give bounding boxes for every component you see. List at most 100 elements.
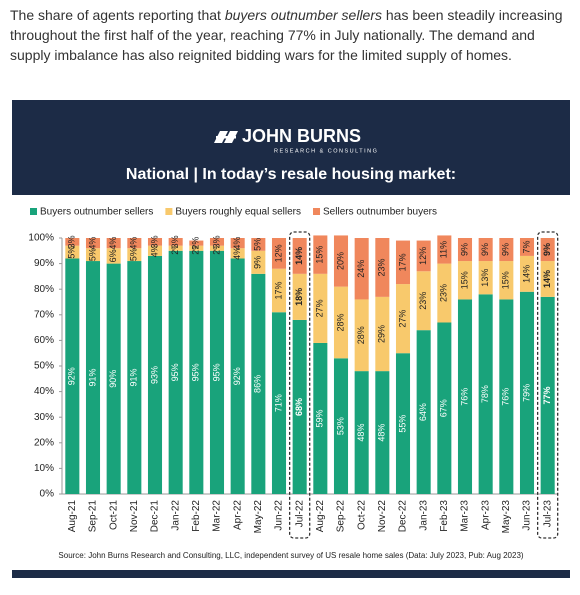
value-label: 71% (273, 394, 283, 412)
x-tick-label: Mar-23 (460, 500, 471, 532)
bar-segment (189, 250, 204, 494)
bar-segment (333, 286, 349, 359)
y-tick-label: 60% (34, 335, 54, 346)
intro-emphasis: buyers outnumber sellers (224, 7, 382, 23)
bar-segment (354, 238, 369, 300)
value-label: 2% (211, 242, 221, 255)
bar-segment (375, 371, 390, 494)
value-label: 12% (273, 244, 283, 262)
bar-segment (85, 261, 101, 494)
legend-swatch (30, 208, 37, 215)
legend-label: Sellers outnumber buyers (323, 207, 437, 218)
bar-segment (271, 312, 287, 494)
bar-segment (209, 250, 225, 494)
bar-segment (313, 342, 328, 494)
bar-segment (147, 255, 163, 494)
bar-segment (395, 353, 411, 494)
y-tick-label: 80% (34, 284, 54, 295)
x-tick-label: Sep-21 (88, 500, 99, 533)
x-tick-label: May-23 (501, 500, 512, 534)
value-label: 95% (191, 363, 201, 381)
bar-segment (416, 271, 431, 331)
value-label: 23% (377, 258, 387, 276)
x-tick-label: Feb-23 (439, 500, 450, 532)
x-tick-label: Mar-22 (212, 500, 223, 532)
value-label: 5% (87, 248, 97, 261)
value-label: 2% (191, 242, 201, 255)
bar-segment (168, 238, 183, 246)
logo-icon (214, 131, 238, 143)
value-label: 15% (459, 271, 469, 289)
bar-segment (478, 261, 493, 295)
value-label: 27% (315, 299, 325, 317)
value-label: 92% (67, 367, 77, 385)
value-label: 64% (418, 403, 428, 421)
y-tick-label: 30% (34, 412, 54, 423)
y-tick-label: 50% (34, 361, 54, 372)
value-label: 48% (356, 424, 366, 442)
highlight-box (536, 231, 559, 539)
value-label: 23% (418, 292, 428, 310)
bar-segment (457, 261, 473, 300)
value-label: 91% (129, 369, 139, 387)
value-label: 4% (108, 237, 118, 250)
bar-segment (85, 238, 101, 249)
bar-segment (499, 261, 514, 300)
value-label: 79% (521, 384, 531, 402)
x-tick-label: Nov-22 (377, 500, 388, 533)
intro-part: The share of agents reporting that (10, 7, 225, 23)
x-tick-label: May-22 (253, 500, 264, 534)
bar-segment (251, 250, 266, 274)
value-label: 29% (377, 325, 387, 343)
value-label: 3% (211, 235, 221, 248)
bar-segment (147, 238, 163, 246)
bar-segment (271, 268, 287, 313)
intro-text: The share of agents reporting that buyer… (10, 5, 572, 65)
value-label: 14% (521, 265, 531, 283)
y-tick-label: 0% (40, 489, 55, 500)
bar-segment (437, 322, 452, 494)
bar-segment (209, 245, 225, 251)
bar-segment (395, 240, 411, 285)
bar-segment (540, 261, 555, 297)
bar-segment (354, 299, 369, 372)
x-tick-label: Jun-23 (522, 500, 533, 531)
highlight-box (288, 231, 311, 539)
bar-segment (65, 238, 80, 246)
value-label: 4% (232, 247, 242, 260)
x-tick-label: Jul-22 (294, 500, 305, 528)
bar-segment (375, 238, 390, 297)
value-label: 2% (191, 237, 201, 250)
x-tick-label: Dec-22 (398, 500, 409, 533)
bar-segment (457, 238, 473, 262)
bar-segment (292, 273, 307, 320)
value-label: 2% (170, 242, 180, 255)
value-label: 9% (459, 243, 469, 256)
value-label: 4% (129, 237, 139, 250)
bar-segment (457, 299, 473, 494)
chart-title: National | In today’s resale housing mar… (126, 166, 456, 183)
x-tick-label: Apr-23 (480, 500, 491, 530)
bar-segment (65, 258, 80, 494)
value-label: 4% (87, 237, 97, 250)
value-label: 9% (480, 243, 490, 256)
bar-segment (375, 296, 390, 372)
x-tick-label: Dec-21 (150, 500, 161, 533)
value-label: 15% (501, 271, 511, 289)
value-label: 4% (149, 244, 159, 257)
value-label: 92% (232, 367, 242, 385)
bar-segment (230, 248, 245, 259)
value-label: 9% (542, 243, 552, 256)
x-tick-label: Jul-23 (542, 500, 553, 528)
value-label: 15% (315, 246, 325, 264)
bar-segment (209, 238, 225, 246)
value-label: 17% (397, 253, 407, 271)
bar-segment (354, 371, 369, 494)
footer-band (12, 570, 570, 578)
value-label: 3% (149, 235, 159, 248)
bar-segment (127, 261, 142, 494)
value-label: 13% (480, 269, 490, 287)
value-label: 91% (87, 369, 97, 387)
bar-segment (416, 330, 431, 494)
